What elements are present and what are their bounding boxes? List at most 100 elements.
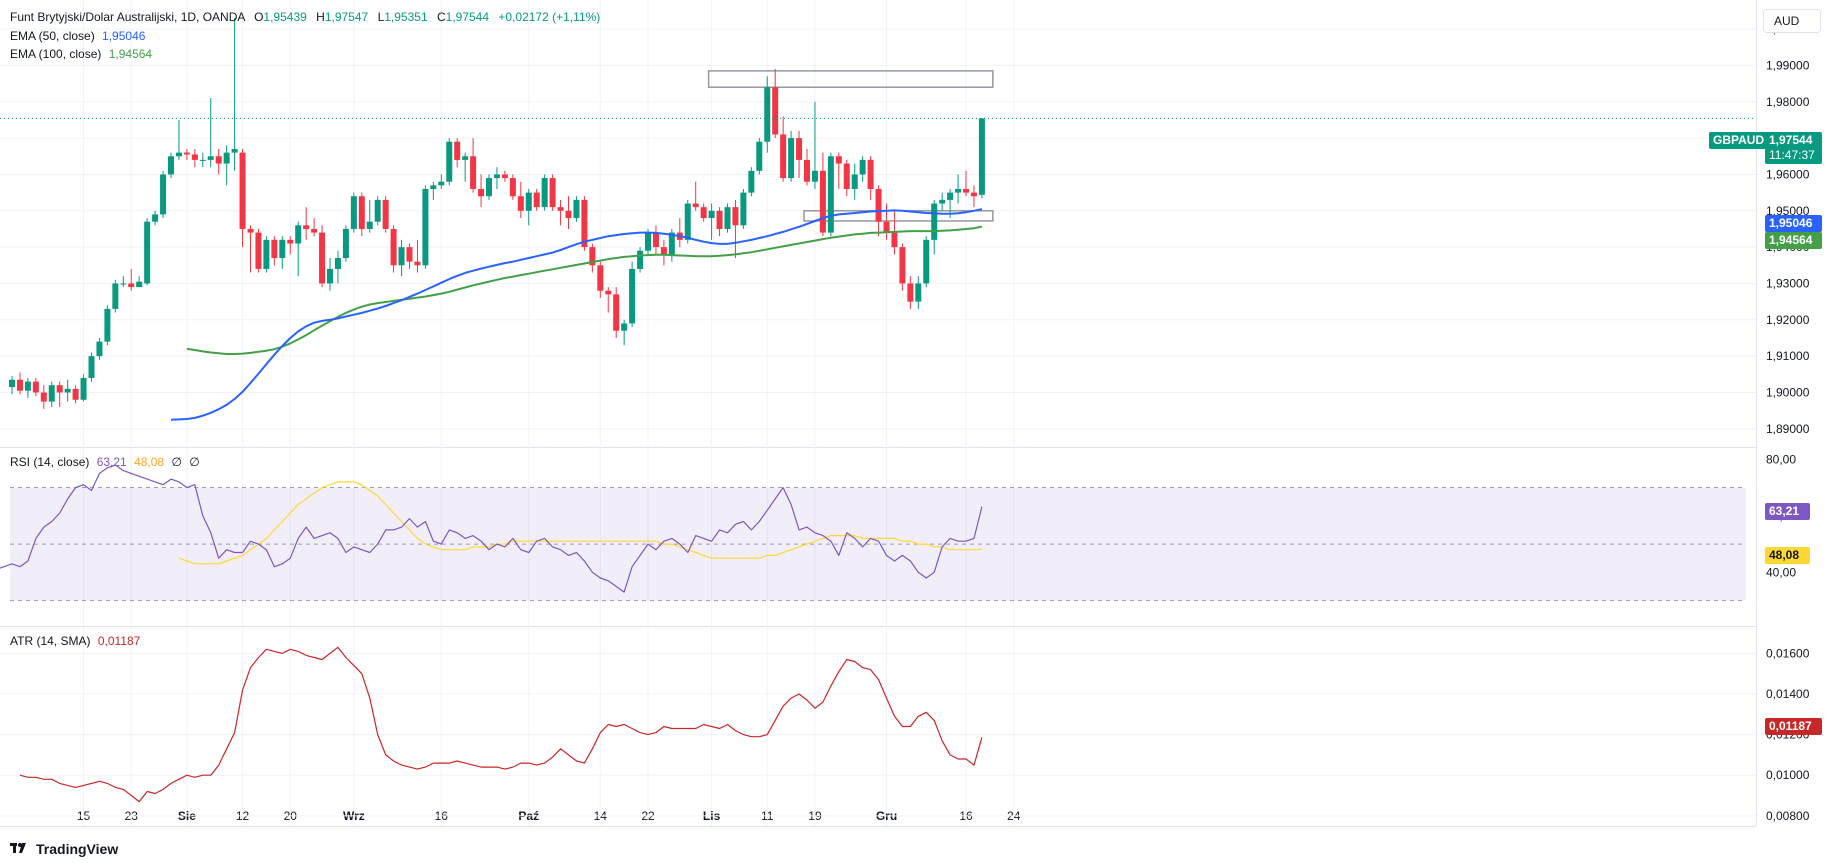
candle-body <box>843 163 850 189</box>
ticker-tag: GBPAUD <box>1709 132 1769 149</box>
candle-body <box>883 221 890 233</box>
candle-body <box>939 199 946 204</box>
atr-price-tag: 0,01187 <box>1765 718 1822 735</box>
low-value: 1,95351 <box>384 10 428 24</box>
candle-body <box>263 239 270 269</box>
candle-body <box>549 178 556 208</box>
candle-body <box>501 174 508 179</box>
ema100-value: 1,94564 <box>108 47 153 61</box>
candle-body <box>804 159 810 182</box>
candle-body <box>541 178 548 208</box>
rsi-line <box>0 464 983 593</box>
candle-body <box>366 221 373 229</box>
candle-body <box>613 294 620 331</box>
atr-value: 0,01187 <box>97 634 141 648</box>
candle-body <box>589 247 596 266</box>
candle-body <box>374 199 381 222</box>
ema50-legend[interactable]: EMA (50, close) 1,95046 <box>10 27 145 45</box>
atr-legend[interactable]: ATR (14, SMA) 0,01187 <box>10 632 140 650</box>
rsi-value: 63,21 <box>96 455 127 469</box>
candle-body <box>557 207 564 211</box>
candle-body <box>358 196 365 229</box>
candle-body <box>573 199 580 219</box>
candle-body <box>136 281 143 288</box>
atr-tick-label: 0,01600 <box>1766 646 1810 660</box>
countdown-tag: 11:47:37 <box>1765 147 1822 164</box>
price-tick-label: 1,95000 <box>1766 204 1810 218</box>
candle-body <box>788 138 795 179</box>
rsi-ma-value: 48,08 <box>134 455 165 469</box>
price-tick-label: 1,89000 <box>1766 422 1810 436</box>
candle-body <box>175 152 182 157</box>
currency-button[interactable]: AUD <box>1763 9 1821 33</box>
rsi-legend[interactable]: RSI (14, close) 63,21 48,08 ∅ ∅ <box>10 453 200 471</box>
candle-body <box>247 228 254 233</box>
candle-body <box>40 392 47 402</box>
candle-body <box>915 283 922 302</box>
candle-body <box>780 134 787 179</box>
candle-body <box>239 152 246 229</box>
price-tick-label: 1,92000 <box>1766 313 1810 327</box>
candle-body <box>64 388 71 393</box>
candle-body <box>724 207 731 229</box>
candle-body <box>740 192 747 226</box>
candle-body <box>732 207 739 226</box>
atr-line <box>19 646 983 803</box>
candle-body <box>406 247 413 262</box>
price-tick-label: 1,90000 <box>1766 385 1810 399</box>
symbol-title[interactable]: Funt Brytyjski/Dolar Australijski, 1D, O… <box>10 10 245 24</box>
atr-label: ATR (14, SMA) <box>10 634 91 648</box>
candle-body <box>271 239 278 259</box>
candle-body <box>486 178 492 197</box>
candle-body <box>350 196 357 229</box>
candle-body <box>382 199 389 229</box>
ema100-legend[interactable]: EMA (100, close) 1,94564 <box>10 45 152 63</box>
candle-body <box>88 356 95 378</box>
candle-body <box>96 341 103 357</box>
candle-body <box>605 290 612 295</box>
candle-body <box>128 283 135 288</box>
candle-body <box>478 188 485 197</box>
candle-body <box>859 159 866 175</box>
candle-body <box>56 385 63 393</box>
candle-body <box>533 192 540 208</box>
candle-body <box>629 268 636 324</box>
price-zone-rectangle <box>707 70 994 88</box>
tradingview-logo[interactable]: TradingView <box>10 841 118 857</box>
candle-body <box>334 258 341 269</box>
candle-body <box>160 174 167 215</box>
candle-body <box>684 203 691 240</box>
candle-body <box>152 214 159 222</box>
rsi-ma-line <box>178 481 982 565</box>
candle-body <box>207 156 214 160</box>
candle-body <box>303 225 310 229</box>
change-value: +0,02172 (+1,11%) <box>498 10 601 24</box>
atr-tick-label: 0,00800 <box>1766 809 1810 823</box>
candle-body <box>327 268 333 284</box>
candle-body <box>645 232 651 251</box>
candle-body <box>525 192 532 211</box>
ema50-value: 1,95046 <box>102 29 146 43</box>
candle-body <box>398 247 405 266</box>
candle-body <box>295 225 302 244</box>
candle-body <box>955 188 962 193</box>
candle-body <box>462 156 469 160</box>
candle-body <box>796 138 803 160</box>
candle-body <box>660 247 667 255</box>
candle-body <box>652 232 659 248</box>
candle-body <box>947 192 954 200</box>
candle-body <box>708 210 715 219</box>
atr-tick-label: 0,01000 <box>1766 768 1810 782</box>
candle-body <box>907 283 914 302</box>
high-value: 1,97547 <box>324 10 369 24</box>
candle-body <box>112 283 119 309</box>
tradingview-logo-icon <box>10 843 26 853</box>
rsi-tick-label: 80,00 <box>1766 452 1796 466</box>
candle-body <box>168 156 174 175</box>
candle-body <box>811 170 818 182</box>
candle-body <box>748 170 755 193</box>
rsi-price-tag: 63,21 <box>1765 503 1810 520</box>
candle-body <box>430 185 437 189</box>
candle-body <box>931 203 938 240</box>
